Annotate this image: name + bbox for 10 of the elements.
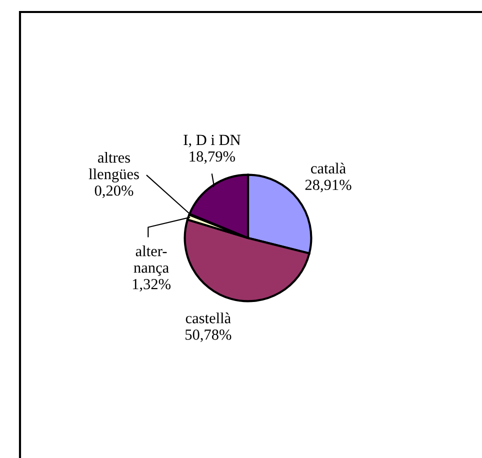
slice-label: castellà xyxy=(186,312,231,324)
data-label: 28,91% xyxy=(305,180,352,192)
data-label: 0,20% xyxy=(94,185,134,198)
data-label: 18,79% xyxy=(190,151,236,164)
slice-label: altres llengües xyxy=(88,152,139,182)
slice-label: I, D i DN xyxy=(184,134,240,148)
data-label: 50,78% xyxy=(186,330,232,342)
data-label: 1,32% xyxy=(132,278,171,292)
slice-label: català xyxy=(311,162,346,174)
slice-label: alter- nança xyxy=(134,246,169,276)
